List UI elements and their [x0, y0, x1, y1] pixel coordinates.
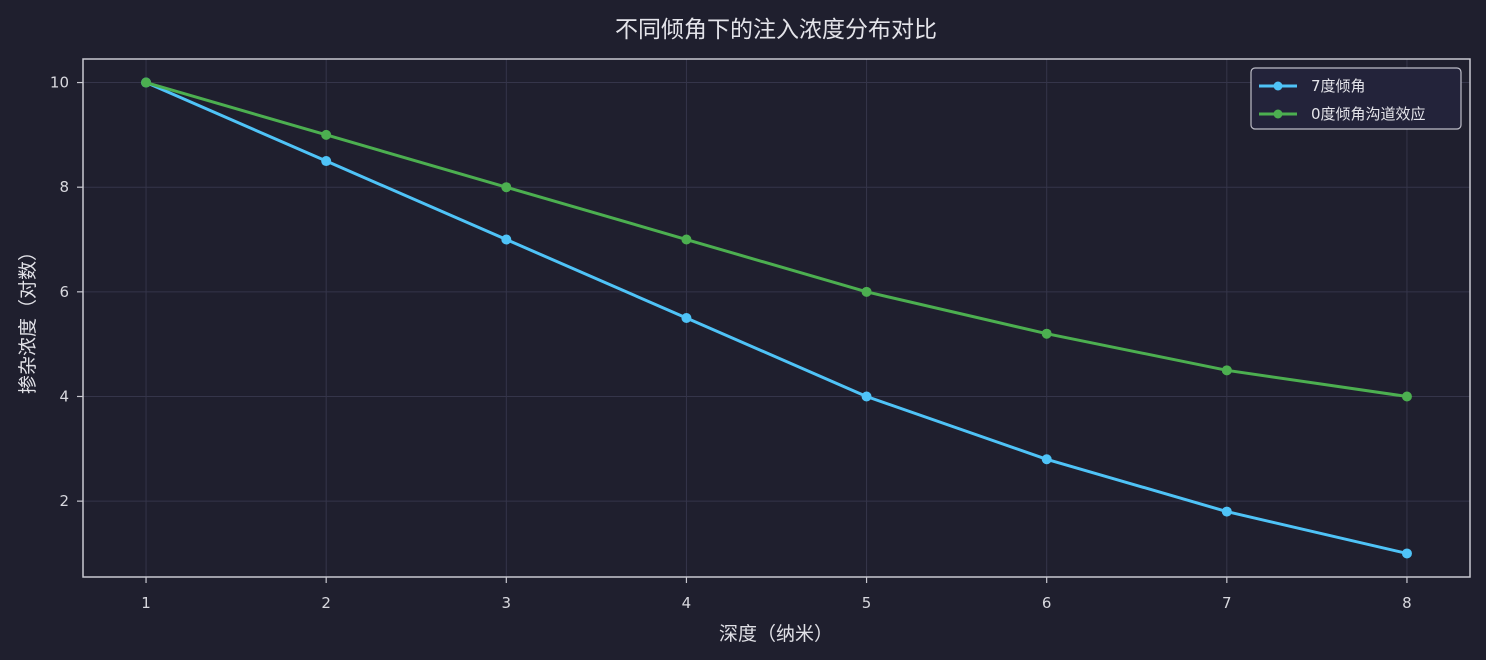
- x-axis-title: 深度（纳米）: [719, 623, 833, 645]
- legend-box: [1250, 67, 1462, 130]
- grid-layer: [83, 59, 1470, 577]
- data-point: [321, 156, 332, 167]
- x-tick-label: 8: [1402, 594, 1412, 612]
- y-axis-title: 掺杂浓度（对数）: [17, 242, 39, 394]
- data-point: [141, 77, 152, 88]
- data-point: [861, 391, 872, 402]
- x-tick-label: 6: [1042, 594, 1052, 612]
- series-2: [141, 77, 1412, 402]
- data-point: [501, 234, 512, 245]
- y-tick-label: 2: [59, 492, 69, 510]
- plot-area-frame: [82, 58, 1471, 578]
- x-tick-label: 2: [321, 594, 331, 612]
- x-tick-label: 5: [862, 594, 872, 612]
- x-tick-label: 7: [1222, 594, 1232, 612]
- series-line: [144, 81, 1409, 555]
- data-point: [1221, 365, 1232, 376]
- x-tick-label: 1: [141, 594, 151, 612]
- y-tick-label: 4: [59, 387, 69, 405]
- x-tick-label: 4: [682, 594, 692, 612]
- y-tick-label: 6: [59, 283, 69, 301]
- data-point: [321, 129, 332, 140]
- series-line: [144, 81, 1409, 398]
- chart-title: 不同倾角下的注入浓度分布对比: [615, 17, 937, 43]
- x-tick-label: 3: [502, 594, 512, 612]
- series-layer: [141, 77, 1412, 559]
- y-axis-ticks: 2 4 6 8 10: [50, 74, 83, 510]
- data-point: [681, 234, 692, 245]
- data-point: [1221, 506, 1232, 517]
- legend: 7度倾角 0度倾角沟道效应: [1250, 67, 1462, 130]
- data-point: [1401, 391, 1412, 402]
- legend-swatch-marker: [1273, 109, 1283, 119]
- data-point: [1401, 548, 1412, 559]
- data-point: [861, 286, 872, 297]
- data-point: [1041, 328, 1052, 339]
- data-point: [681, 313, 692, 323]
- y-tick-label: 10: [50, 74, 69, 92]
- legend-swatch-marker: [1273, 81, 1283, 91]
- legend-label: 7度倾角: [1311, 77, 1366, 95]
- legend-label: 0度倾角沟道效应: [1311, 105, 1426, 123]
- series-1: [141, 77, 1412, 559]
- legend-item: 0度倾角沟道效应: [1259, 105, 1426, 123]
- data-point: [501, 182, 512, 193]
- data-point: [1041, 454, 1052, 465]
- legend-item: 7度倾角: [1259, 77, 1366, 95]
- y-tick-label: 8: [59, 178, 69, 196]
- x-axis-ticks: 1 2 3 4 5 6 7 8: [141, 577, 1412, 612]
